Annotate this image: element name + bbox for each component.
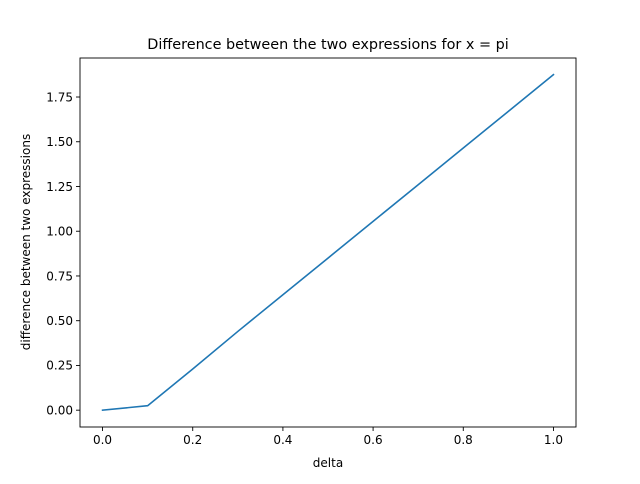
x-tick-label: 0.6	[364, 433, 383, 447]
series-layer	[101, 73, 555, 412]
x-tick-label: 0.0	[93, 433, 112, 447]
y-tick-label: 1.75	[46, 90, 73, 104]
y-tick-label: 1.00	[46, 225, 73, 239]
x-tick-label: 0.4	[273, 433, 292, 447]
y-tick-label: 0.50	[46, 314, 73, 328]
x-tick-label: 0.2	[183, 433, 202, 447]
y-tick-label: 0.25	[46, 359, 73, 373]
y-axis-label: difference between two expressions	[19, 134, 33, 350]
y-tick-label: 0.00	[46, 403, 73, 417]
chart-title: Difference between the two expressions f…	[147, 37, 508, 53]
y-tick-label: 1.25	[46, 180, 73, 194]
x-tick-label: 0.8	[454, 433, 473, 447]
series-line-0	[101, 73, 555, 412]
y-tick-label: 0.75	[46, 269, 73, 283]
plot-frame	[79, 57, 577, 428]
x-axis-ticks: 0.0 0.2 0.4 0.6 0.8 1.0	[93, 427, 563, 447]
y-axis-ticks: 0.00 0.25 0.50 0.75 1.00 1.25 1.50 1.75	[46, 90, 80, 417]
x-tick-label: 1.0	[544, 433, 563, 447]
x-axis-label: delta	[313, 456, 343, 470]
y-tick-label: 1.50	[46, 135, 73, 149]
